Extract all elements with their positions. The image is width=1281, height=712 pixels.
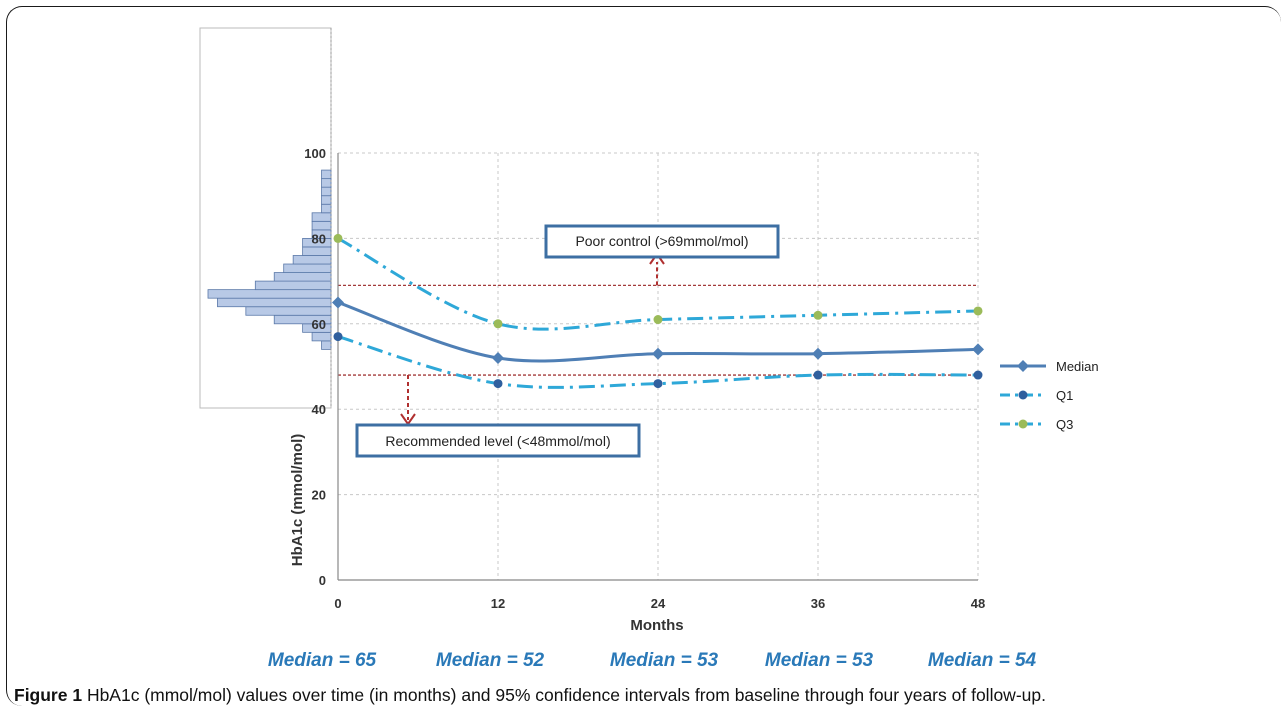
axes: 0 20 40 60 80 100 0 12 24 36 48 <box>304 146 985 611</box>
caption-text: HbA1c (mmol/mol) values over time (in mo… <box>82 685 1046 705</box>
y-tick-label-1: 20 <box>312 488 326 503</box>
x-axis-title: Months <box>630 617 683 634</box>
legend-marker-q1 <box>1018 390 1028 400</box>
poor-control-box: Poor control (>69mmol/mol) <box>544 224 780 259</box>
figure-caption: Figure 1 HbA1c (mmol/mol) values over ti… <box>14 685 1046 706</box>
y-tick-label-2: 40 <box>312 402 326 417</box>
median-label-24: Median = 53 <box>609 650 719 671</box>
q1-point-1 <box>493 379 503 389</box>
legend-marker-q3 <box>1018 419 1028 429</box>
median-point-1 <box>492 351 504 364</box>
median-label-48: Median = 54 <box>927 650 1037 671</box>
histogram-bar-5 <box>217 297 332 308</box>
histogram-bar-7 <box>254 280 332 291</box>
recommended-level-label: Recommended level (<48mmol/mol) <box>385 433 610 449</box>
median-point-2 <box>652 347 664 360</box>
histogram-bar-4 <box>245 306 332 316</box>
histogram-bar-9 <box>283 263 332 273</box>
histogram-bar-1 <box>311 331 332 342</box>
median-point-3 <box>812 347 824 360</box>
legend-label-q1: Q1 <box>1056 388 1073 403</box>
x-tick-label-0: 0 <box>334 596 341 611</box>
q1-point-0 <box>333 332 343 342</box>
median-label-36: Median = 53 <box>764 650 874 671</box>
q1-point-4 <box>973 370 983 380</box>
x-tick-label-2: 24 <box>651 596 666 611</box>
histogram <box>199 27 332 409</box>
q3-point-1 <box>493 319 503 329</box>
series <box>332 233 984 389</box>
median-annotations: Median = 65 Median = 52 Median = 53 Medi… <box>0 650 1281 676</box>
histogram-bar-0 <box>321 340 332 350</box>
y-tick-label-3: 60 <box>312 317 326 332</box>
q1-point-2 <box>653 379 663 389</box>
q3-point-3 <box>813 310 823 320</box>
histogram-bar-8 <box>273 272 332 282</box>
x-tick-label-4: 48 <box>971 596 985 611</box>
recommended-level-box: Recommended level (<48mmol/mol) <box>355 423 641 458</box>
x-tick-label-3: 36 <box>811 596 825 611</box>
histogram-bar-19 <box>321 178 332 188</box>
poor-control-label: Poor control (>69mmol/mol) <box>575 233 748 249</box>
q3-point-4 <box>973 306 983 316</box>
histogram-bar-11 <box>302 246 332 256</box>
y-tick-label-4: 80 <box>312 231 326 246</box>
caption-label: Figure 1 <box>14 685 83 705</box>
y-axis-title: HbA1c (mmol/mol) <box>289 434 306 567</box>
legend: Median Q1 Q3 <box>1000 359 1099 432</box>
histogram-bar-14 <box>311 220 332 231</box>
histogram-bar-6 <box>207 289 332 299</box>
histogram-frame <box>199 27 332 409</box>
histogram-bar-18 <box>321 186 332 197</box>
figure-frame <box>6 6 1281 706</box>
legend-label-median: Median <box>1056 359 1099 374</box>
legend-label-q3: Q3 <box>1056 417 1073 432</box>
q3-point-2 <box>653 315 663 325</box>
median-label-0: Median = 65 <box>267 650 377 671</box>
median-point-0 <box>332 296 344 309</box>
histogram-bar-15 <box>311 212 332 222</box>
histogram-bar-16 <box>321 203 332 214</box>
histogram-bar-17 <box>321 195 332 205</box>
q1-line <box>337 335 979 389</box>
median-label-12: Median = 52 <box>435 650 545 671</box>
q1-point-3 <box>813 370 823 380</box>
x-tick-label-1: 12 <box>491 596 505 611</box>
y-tick-label-5: 100 <box>304 146 326 161</box>
histogram-bar-10 <box>292 255 332 265</box>
y-tick-label-0: 0 <box>319 573 326 588</box>
histogram-bar-20 <box>321 169 332 180</box>
median-point-4 <box>972 343 984 356</box>
legend-marker-median <box>1017 360 1029 372</box>
q3-point-0 <box>333 233 343 243</box>
grid <box>338 152 979 580</box>
